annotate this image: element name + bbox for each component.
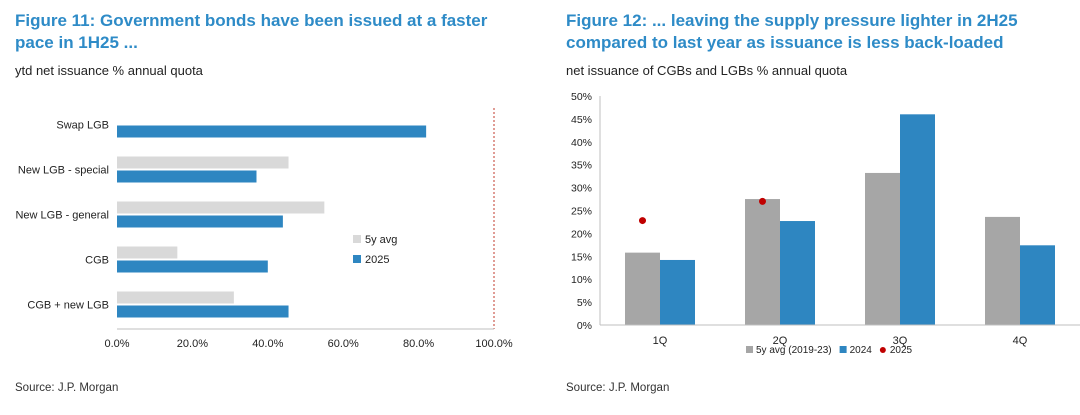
bar-5y-avg-2019-23-1q <box>625 252 660 325</box>
bar-5y-avg-cgb <box>117 246 178 259</box>
figure-12-chart: 0% 5% 10% 15% 20% 25% 30% 35% 40% 45% 50% 1Q 2Q 3Q 4Q 5… <box>571 91 1080 356</box>
x-tick-label-4q: 4Q <box>1013 335 1028 347</box>
y-tick-label: 0% <box>577 320 592 332</box>
figure-11-source: Source: J.P. Morgan <box>15 382 119 394</box>
x-tick-label-2q: 2Q <box>773 335 788 347</box>
bar-5y-avg-2019-23-4q <box>985 216 1020 325</box>
bar-2025-new-lgb-general <box>117 215 283 228</box>
legend-swatch-2024 <box>839 346 847 353</box>
legend-swatch-5y-avg-2019-23 <box>746 346 753 353</box>
marker-2025-1q <box>639 217 646 225</box>
bar-2024-3q <box>900 114 935 325</box>
category-label-new-lgb-special: New LGB - special <box>18 165 109 177</box>
y-tick-label: 25% <box>571 206 592 218</box>
bar-2024-2q <box>780 221 815 325</box>
figure-11-title: Figure 11: Government bonds have been is… <box>15 11 488 52</box>
legend-label-5y-avg: 5y avg <box>365 234 397 246</box>
figure-11-chart: Swap LGB New LGB - special New LGB - gener… <box>15 108 513 350</box>
bar-2025-swap-lgb <box>117 125 427 138</box>
figure-11-subtitle: ytd net issuance % annual quota <box>15 63 203 78</box>
x-tick-label: 20.0% <box>177 338 208 350</box>
y-tick-label: 45% <box>571 114 592 126</box>
x-tick-label-1q: 1Q <box>653 335 668 347</box>
figure-12-title: Figure 12: ... leaving the supply pressu… <box>566 11 1018 52</box>
y-tick-label: 10% <box>571 274 592 286</box>
y-tick-label: 35% <box>571 160 592 172</box>
x-tick-label: 100.0% <box>475 338 513 350</box>
bar-2024-1q <box>660 259 695 325</box>
x-tick-label: 80.0% <box>403 338 434 350</box>
bar-2024-4q <box>1020 245 1055 325</box>
category-label-cgb: CGB <box>85 255 109 267</box>
y-tick-label: 20% <box>571 228 592 240</box>
y-tick-label: 40% <box>571 137 592 149</box>
marker-2025-2q <box>759 197 766 205</box>
category-label-swap-lgb: Swap LGB <box>56 120 109 132</box>
figure-12-panel: Figure 12: ... leaving the supply pressu… <box>553 0 1080 415</box>
figure-12-subtitle: net issuance of CGBs and LGBs % annual q… <box>566 63 848 78</box>
bar-2025-new-lgb-special <box>117 170 257 183</box>
legend-label-2025: 2025 <box>890 345 913 356</box>
bar-2025-cgb <box>117 260 268 273</box>
x-tick-label: 40.0% <box>252 338 283 350</box>
bar-5y-avg-new-lgb-general <box>117 201 325 214</box>
legend-swatch-2025 <box>879 347 886 353</box>
bar-5y-avg-new-lgb-special <box>117 156 289 169</box>
y-tick-label: 50% <box>571 91 592 103</box>
y-tick-label: 5% <box>577 297 592 309</box>
bar-5y-avg-2019-23-2q <box>745 199 780 325</box>
bar-2025-cgb-new-lgb <box>117 305 289 318</box>
bar-5y-avg-2019-23-3q <box>865 172 900 325</box>
figure-12-source: Source: J.P. Morgan <box>566 382 670 394</box>
legend-label-5y-avg-2019-23: 5y avg (2019-23) <box>756 345 832 356</box>
legend-swatch-2025 <box>353 255 361 263</box>
y-tick-label: 15% <box>571 251 592 263</box>
x-tick-label: 60.0% <box>328 338 359 350</box>
bar-5y-avg-cgb-new-lgb <box>117 291 234 304</box>
category-label-cgb-new-lgb: CGB + new LGB <box>27 300 109 312</box>
category-label-new-lgb-general: New LGB - general <box>15 210 109 222</box>
legend-swatch-5y-avg <box>353 235 361 243</box>
y-tick-label: 30% <box>571 183 592 195</box>
x-tick-label: 0.0% <box>104 338 129 350</box>
figure-11-panel: Figure 11: Government bonds have been is… <box>0 0 530 415</box>
x-tick-label-3q: 3Q <box>893 335 908 347</box>
legend-label-2025: 2025 <box>365 254 389 266</box>
legend-label-2024: 2024 <box>850 345 873 356</box>
